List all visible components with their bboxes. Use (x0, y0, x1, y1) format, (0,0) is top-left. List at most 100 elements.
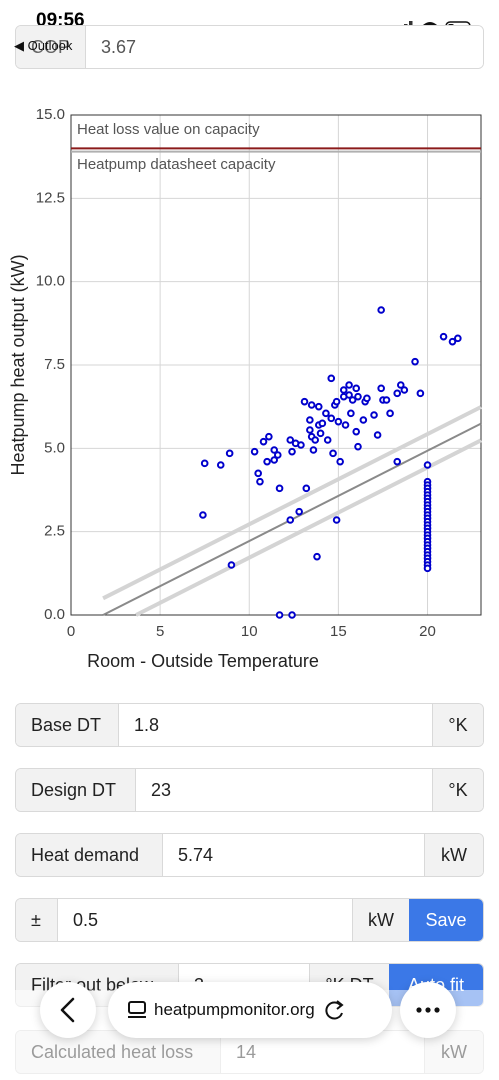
data-point (322, 409, 330, 418)
data-point (352, 384, 361, 393)
heat-loss-line (135, 438, 482, 617)
field-unit: °K (432, 704, 483, 746)
field-unit: °K (432, 769, 483, 811)
x-tick-label: 10 (241, 623, 258, 640)
data-point (263, 457, 271, 466)
data-point (288, 611, 296, 619)
data-point (306, 416, 314, 424)
data-point (334, 417, 343, 426)
field-unit: kW (424, 834, 483, 876)
data-point (393, 457, 402, 466)
field-value[interactable]: 5.74 (163, 834, 424, 876)
page-icon (128, 1001, 146, 1018)
y-axis-label: Heatpump heat output (kW) (8, 254, 28, 475)
data-point (373, 431, 382, 439)
form-field: ±0.5 kW Save (15, 898, 484, 942)
address-bar[interactable]: heatpumpmonitor.org (108, 982, 392, 1038)
data-point (400, 386, 409, 394)
back-button[interactable] (40, 982, 96, 1038)
back-icon (60, 997, 75, 1023)
data-point (216, 461, 225, 469)
data-point (259, 437, 268, 446)
data-point (439, 332, 448, 341)
data-point (254, 469, 262, 478)
data-point (377, 384, 385, 393)
data-point (377, 306, 385, 314)
data-point (275, 484, 284, 493)
data-point (352, 427, 361, 436)
cop-field: COP 3.67 (15, 25, 484, 69)
y-tick-label: 10.0 (36, 273, 65, 290)
data-point (363, 394, 371, 403)
data-point (199, 511, 207, 519)
field-label: ± (16, 899, 58, 941)
url: heatpumpmonitor.org (154, 1000, 315, 1019)
data-point (348, 396, 357, 404)
chart: Room - Outside Temperature Heatpump heat… (8, 106, 482, 671)
more-button[interactable] (400, 982, 456, 1038)
data-point (288, 447, 296, 456)
more-icon (416, 1007, 440, 1013)
heat-loss-line (102, 405, 482, 601)
data-point (323, 436, 332, 444)
data-point (286, 516, 295, 524)
data-point (329, 449, 337, 458)
x-tick-label: 15 (330, 623, 347, 640)
data-point (396, 381, 405, 389)
data-point (332, 516, 341, 524)
field-value[interactable]: 1.8 (119, 704, 432, 746)
data-point (336, 457, 344, 466)
data-point (256, 477, 264, 486)
data-point (275, 611, 284, 619)
field-value[interactable]: 23 (136, 769, 432, 811)
data-point (318, 419, 327, 428)
reload-icon[interactable] (315, 982, 355, 1038)
y-tick-label: 12.5 (36, 189, 65, 206)
y-tick-label: 15.0 (36, 106, 65, 123)
back-to-app[interactable]: ◀ Outlook (14, 38, 73, 53)
data-point (327, 414, 336, 423)
data-point (225, 449, 234, 458)
data-point (339, 386, 348, 394)
y-tick-label: 2.5 (44, 523, 65, 540)
field-value[interactable]: 0.5 (58, 899, 352, 941)
data-point (386, 409, 394, 418)
field-label: Base DT (16, 704, 119, 746)
data-point (347, 409, 355, 418)
field-label: COP (16, 26, 86, 68)
data-point (332, 397, 341, 406)
data-point (327, 374, 336, 383)
data-point (313, 552, 321, 561)
form-field: Design DT 23 °K (15, 768, 484, 812)
field-label: Heat demand (16, 834, 163, 876)
data-point (314, 402, 323, 411)
data-point (382, 396, 391, 404)
data-point (316, 429, 325, 438)
data-point (354, 442, 362, 451)
x-tick-label: 0 (67, 623, 75, 640)
data-point (423, 461, 432, 469)
y-tick-label: 7.5 (44, 356, 65, 373)
data-point (309, 446, 318, 454)
x-axis-label: Room - Outside Temperature (87, 651, 319, 671)
data-point (354, 392, 362, 401)
data-point (416, 389, 425, 398)
field-button[interactable]: Save (409, 899, 483, 941)
data-point (286, 436, 295, 444)
data-point (227, 561, 236, 569)
data-point (297, 441, 305, 449)
data-point (423, 564, 432, 573)
data-point (270, 456, 279, 464)
y-tick-label: 5.0 (44, 439, 65, 456)
y-tick-label: 0.0 (44, 606, 65, 623)
data-point (302, 484, 311, 493)
data-point (270, 446, 279, 454)
data-point (411, 357, 419, 366)
data-point (307, 401, 316, 409)
form-field: Base DT 1.8 °K (15, 703, 484, 747)
data-point (300, 397, 309, 406)
x-tick-label: 5 (156, 623, 164, 640)
